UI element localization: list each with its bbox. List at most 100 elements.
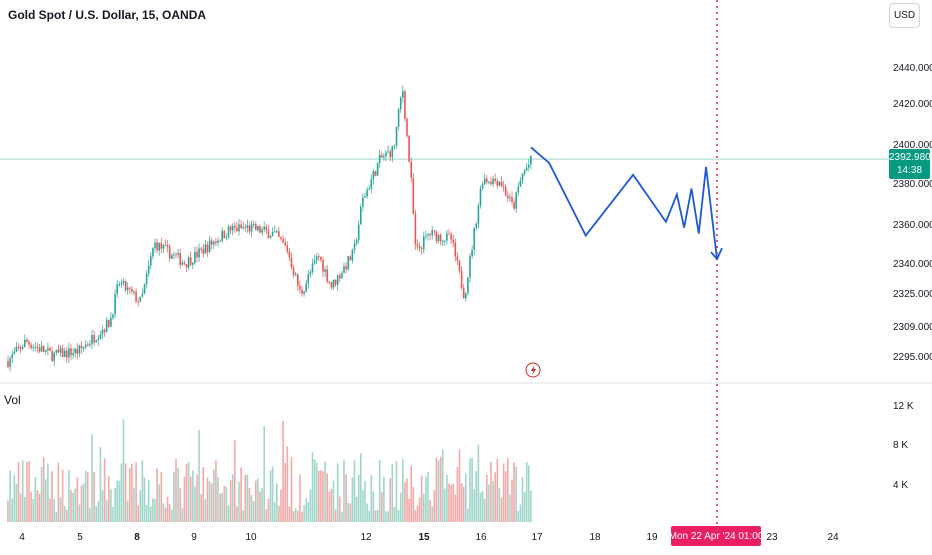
candle-body <box>187 257 190 268</box>
volume-label: Vol <box>4 393 21 407</box>
volume-bar <box>213 469 215 522</box>
volume-bar <box>110 489 112 522</box>
candle-body <box>353 243 356 250</box>
price-tick-label: 2309.000 <box>893 322 932 333</box>
volume-bar <box>473 489 475 522</box>
time-tick-label: 17 <box>531 532 543 543</box>
time-tick-label: 19 <box>646 532 658 543</box>
candle-body <box>452 239 454 243</box>
candle-body <box>483 178 486 185</box>
candle-body <box>206 244 209 253</box>
candle-body <box>82 347 85 349</box>
candle-body <box>334 279 337 285</box>
candle-body <box>78 345 81 354</box>
volume-bar <box>53 499 55 522</box>
candle-body <box>244 227 247 229</box>
volume-bar <box>320 470 322 522</box>
candle-body <box>462 287 465 299</box>
candle-body <box>72 353 74 356</box>
candle-body <box>278 231 280 238</box>
candle-body <box>374 171 377 176</box>
candle-body <box>238 224 240 232</box>
volume-bar <box>9 470 11 522</box>
candle-body <box>219 240 221 242</box>
volume-bar <box>284 463 286 522</box>
candle-body <box>124 281 127 291</box>
volume-bar <box>286 446 289 522</box>
volume-bar <box>339 496 341 522</box>
candle-body <box>185 264 188 268</box>
volume-bar <box>425 476 427 522</box>
volume-bar <box>429 500 431 522</box>
volume-bar <box>246 474 249 522</box>
candle-body <box>143 284 146 294</box>
volume-bar <box>101 490 104 522</box>
volume-bar <box>528 465 530 522</box>
volume-bar <box>202 467 205 522</box>
volume-bar <box>486 474 488 522</box>
candle-body <box>152 248 154 257</box>
candle-body <box>437 234 440 242</box>
candle-body <box>282 239 284 243</box>
candle-body <box>103 329 106 333</box>
candle-body <box>433 230 436 232</box>
volume-bar <box>507 458 509 522</box>
volume-bar <box>378 460 381 522</box>
candle-body <box>76 348 79 354</box>
volume-bar <box>368 510 370 522</box>
volume-bar <box>351 477 354 522</box>
candle-body <box>378 155 381 164</box>
candle-body <box>301 289 303 294</box>
candle-body <box>530 155 532 165</box>
volume-bar <box>288 506 291 522</box>
time-axis: 4 5 8 9 10 12 15 16 17 18 19 23 24 <box>19 532 839 543</box>
volume-bar <box>391 464 394 522</box>
volume-bar <box>322 471 324 522</box>
chart-title: Gold Spot / U.S. Dollar, 15, OANDA <box>8 8 207 22</box>
volume-bar <box>42 457 45 522</box>
candle-body <box>156 242 158 251</box>
candle-body <box>181 262 184 265</box>
volume-bar <box>410 466 412 522</box>
volume-bar <box>441 449 444 522</box>
volume-bar <box>269 470 272 522</box>
currency-button[interactable]: USD <box>889 3 920 28</box>
volume-bar <box>336 463 339 522</box>
volume-bar <box>36 490 39 522</box>
volume-bar <box>122 419 125 522</box>
volume-bar <box>76 477 79 522</box>
candle-body <box>471 249 473 256</box>
candle-body <box>24 339 26 348</box>
volume-bar <box>173 471 175 522</box>
candles <box>7 85 532 372</box>
candle-body <box>429 234 431 236</box>
volume-bar <box>66 509 68 522</box>
candle-body <box>122 281 125 283</box>
volume-bar <box>229 480 232 522</box>
volume-bar <box>231 474 234 522</box>
time-tick-label: 23 <box>766 532 778 543</box>
candle-body <box>160 242 163 249</box>
price-tick-label: 2360.000 <box>893 220 932 231</box>
volume-bar <box>406 478 408 522</box>
price-tick-label: 2440.000 <box>893 63 932 74</box>
volume-bar <box>477 444 480 522</box>
volume-bar <box>360 453 362 522</box>
volume-bar <box>200 494 202 522</box>
candle-body <box>328 281 331 283</box>
volume-bar <box>318 470 320 522</box>
candle-body <box>204 244 207 254</box>
candle-body <box>175 254 177 256</box>
volume-bar <box>91 434 93 522</box>
volume-bar <box>95 506 97 522</box>
volume-bar <box>189 476 192 522</box>
candle-body <box>36 346 39 348</box>
volume-bar <box>34 477 37 522</box>
volume-bar <box>278 505 280 522</box>
volume-bar <box>51 471 53 522</box>
volume-bar <box>496 458 499 522</box>
candle-body <box>525 167 528 171</box>
price-tick-label: 2400.000 <box>893 140 932 151</box>
